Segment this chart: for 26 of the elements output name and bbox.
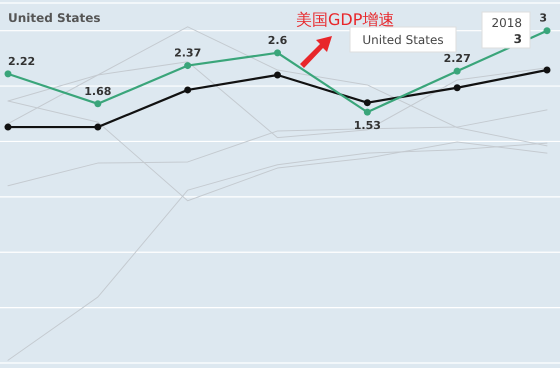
data-label: 2.27 — [444, 52, 471, 66]
point — [184, 62, 192, 70]
point — [94, 100, 102, 108]
annotation: 3 — [514, 32, 522, 46]
data-label: 2.37 — [174, 46, 202, 60]
point — [454, 84, 461, 92]
annotation: United States — [362, 33, 444, 47]
point — [364, 108, 371, 116]
point — [274, 49, 281, 56]
text: United States — [8, 11, 101, 25]
data-label: 3 — [539, 12, 547, 25]
data-label: 2.22 — [8, 54, 36, 68]
data-label: 1.68 — [84, 84, 112, 98]
annotation: 美国GDP增速 — [296, 10, 394, 29]
point — [184, 86, 192, 94]
point — [274, 72, 281, 78]
point — [544, 27, 550, 34]
point — [544, 66, 550, 74]
point — [4, 124, 12, 131]
point — [454, 68, 461, 75]
annotation: 2018 — [491, 16, 522, 30]
point — [94, 124, 102, 131]
data-label: 2.6 — [268, 34, 288, 47]
point — [4, 70, 12, 78]
data-label: 1.53 — [354, 119, 381, 132]
point — [364, 99, 371, 106]
